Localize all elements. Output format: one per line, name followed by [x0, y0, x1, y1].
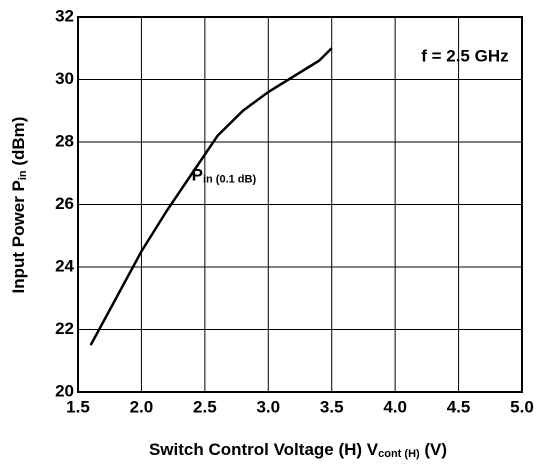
y-tick-label: 30: [55, 69, 74, 88]
x-axis-label: Switch Control Voltage (H) Vcont (H) (V): [149, 440, 447, 459]
x-tick-label: 4.0: [383, 397, 407, 416]
x-tick-label: 5.0: [510, 397, 534, 416]
x-tick-label: 2.5: [193, 397, 217, 416]
x-tick-label: 2.0: [130, 397, 154, 416]
y-tick-label: 28: [55, 131, 74, 150]
y-tick-label: 32: [55, 6, 74, 25]
x-tick-label: 3.0: [256, 397, 280, 416]
y-tick-label: 26: [55, 194, 74, 213]
y-axis-label: Input Power Pin (dBm): [9, 117, 28, 294]
y-tick-label: 22: [55, 319, 74, 338]
x-tick-label: 3.5: [320, 397, 344, 416]
annotation: f = 2.5 GHz: [421, 47, 508, 66]
y-tick-label: 24: [55, 256, 74, 275]
x-tick-label: 4.5: [447, 397, 471, 416]
annotation-main: f = 2.5 GHz: [421, 47, 508, 66]
annotation-sub: in (0.1 dB): [203, 173, 257, 185]
y-tick-label: 20: [55, 381, 74, 400]
data-line: [89, 47, 333, 346]
plot-frame: [77, 16, 523, 393]
annotation-main: P: [192, 166, 203, 185]
annotation: Pin (0.1 dB): [192, 166, 257, 185]
x-tick-label: 1.5: [66, 397, 90, 416]
